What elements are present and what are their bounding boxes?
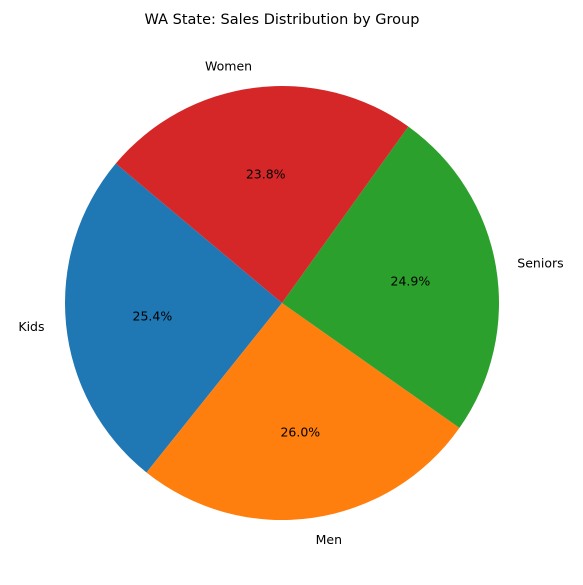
- pie-slice-men: [146, 303, 460, 521]
- percent-label-men: 26.0%: [280, 424, 320, 439]
- pie-slices: [65, 86, 500, 521]
- percent-label-women: 23.8%: [246, 166, 286, 181]
- percent-label-kids: 25.4%: [133, 308, 173, 323]
- chart-title: WA State: Sales Distribution by Group: [145, 12, 420, 28]
- pie-slice-women: [115, 86, 409, 303]
- slice-label-men: Men: [316, 532, 342, 547]
- pie-slice-kids: [65, 163, 283, 473]
- pie-labels: Kids 25.4% Men 26.0% Seniors 24.9% Women 23.8%: [18, 59, 563, 547]
- slice-label-women: Women: [205, 59, 252, 74]
- pie-slice-seniors: [282, 126, 500, 428]
- slice-label-kids: Kids: [18, 319, 44, 334]
- slice-label-seniors: Seniors: [517, 256, 563, 271]
- percent-label-seniors: 24.9%: [391, 274, 431, 289]
